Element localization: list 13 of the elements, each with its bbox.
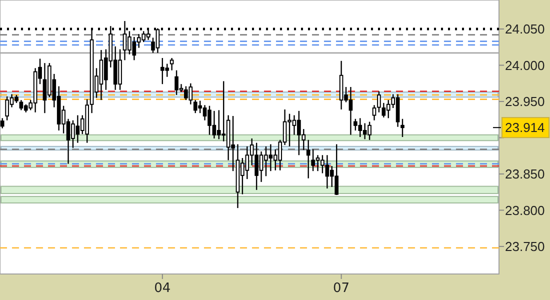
y-tick-label: 23.750 xyxy=(505,239,545,254)
y-tick-label: 23.850 xyxy=(505,166,545,182)
x-tick-label: 07 xyxy=(333,281,350,296)
candlestick xyxy=(0,118,4,129)
y-tick-label: 24.050 xyxy=(505,22,545,37)
candlestick xyxy=(170,57,174,71)
candlestick xyxy=(400,118,404,138)
x-tick-label: 04 xyxy=(154,281,171,296)
candlestick xyxy=(306,139,310,179)
y-tick-label: 23.950 xyxy=(505,94,545,110)
text: 23.914 xyxy=(505,120,545,136)
y-tick-label: 23.800 xyxy=(505,202,545,218)
y-tick-label: 24.000 xyxy=(505,58,545,73)
